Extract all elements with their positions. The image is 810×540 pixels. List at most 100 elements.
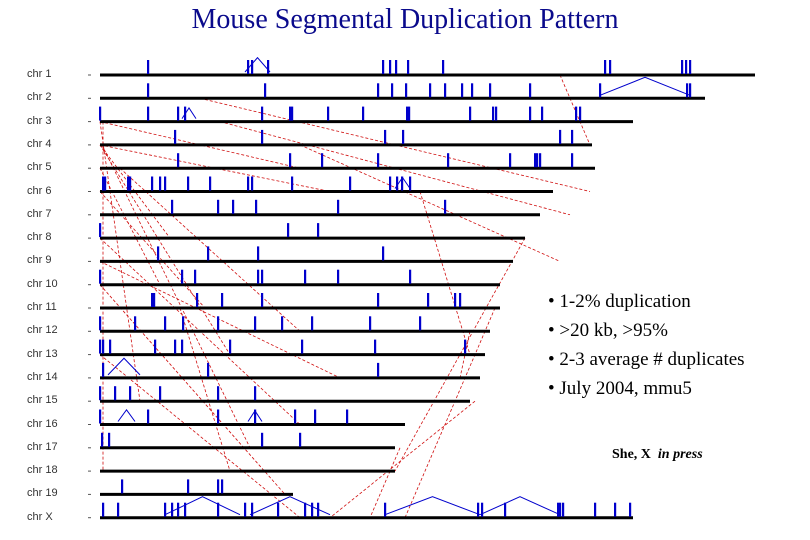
duplication-mark: [464, 339, 467, 354]
duplication-mark: [209, 176, 212, 191]
duplication-link: [299, 144, 561, 262]
duplication-mark: [99, 269, 102, 284]
duplication-mark: [444, 199, 447, 214]
duplication-mark: [108, 432, 111, 447]
duplication-mark: [395, 60, 398, 74]
duplication-mark: [177, 106, 180, 121]
duplication-mark: [159, 386, 162, 401]
duplication-mark: [217, 479, 220, 494]
duplication-mark: [99, 106, 102, 121]
duplication-mark: [221, 293, 224, 307]
duplication-mark: [261, 129, 264, 144]
duplication-mark: [102, 502, 105, 517]
intrachromosomal-arc: [181, 107, 197, 119]
duplication-mark: [689, 83, 692, 98]
duplication-mark: [461, 83, 464, 98]
duplication-mark: [349, 176, 352, 191]
duplication-mark: [164, 502, 167, 517]
duplication-mark: [289, 153, 292, 168]
duplication-mark: [217, 502, 220, 517]
duplication-mark: [177, 153, 180, 168]
duplication-mark: [164, 316, 167, 331]
intrachromosomal-arc: [107, 357, 141, 376]
duplication-mark: [382, 246, 385, 261]
duplication-mark: [391, 83, 394, 98]
duplication-link: [459, 331, 471, 378]
chromosome-label: chr 14: [27, 370, 58, 383]
duplication-mark: [384, 502, 387, 517]
duplication-mark: [304, 502, 307, 517]
duplication-mark: [406, 106, 409, 121]
duplication-mark: [99, 223, 102, 238]
duplication-mark: [102, 362, 105, 377]
bullet-duplication-rate: • 1-2% duplication: [548, 291, 691, 312]
duplication-mark: [377, 83, 380, 98]
duplication-mark: [254, 316, 257, 331]
duplication-mark: [207, 362, 210, 377]
duplication-mark: [232, 199, 235, 214]
duplication-mark: [454, 293, 457, 307]
duplication-mark: [147, 60, 150, 74]
duplication-mark: [181, 269, 184, 284]
chromosome-label: chr 1: [27, 68, 52, 80]
duplication-mark: [254, 409, 257, 424]
duplication-mark: [614, 502, 617, 517]
duplication-mark: [681, 60, 684, 74]
duplication-mark: [182, 316, 185, 331]
intrachromosomal-arc: [247, 409, 263, 422]
duplication-mark: [609, 60, 612, 74]
duplication-mark: [129, 386, 132, 401]
duplication-mark: [685, 60, 688, 74]
duplication-mark: [495, 106, 498, 121]
duplication-mark: [294, 409, 297, 424]
duplication-mark: [159, 176, 162, 191]
duplication-mark: [409, 176, 412, 191]
duplication-mark: [291, 106, 294, 121]
chromosome-label: chr 8: [27, 231, 52, 244]
duplication-mark: [244, 502, 247, 517]
chromosome-label: chr 16: [27, 417, 58, 430]
duplication-link: [99, 144, 171, 239]
duplication-mark: [257, 269, 260, 284]
duplication-mark: [281, 316, 284, 331]
duplication-mark: [129, 176, 132, 191]
duplication-mark: [187, 176, 190, 191]
duplication-mark: [314, 409, 317, 424]
duplication-link: [369, 447, 401, 518]
bullet-list: • 1-2% duplication • >20 kb, >95% • 2-3 …: [548, 287, 745, 403]
duplication-mark: [207, 246, 210, 261]
duplication-mark: [389, 60, 392, 74]
duplication-mark: [229, 339, 232, 354]
duplication-mark: [377, 153, 380, 168]
duplication-mark: [689, 60, 692, 74]
intrachromosomal-arc: [599, 76, 691, 96]
duplication-mark: [557, 502, 560, 517]
intrachromosomal-arc: [249, 496, 331, 516]
intrachromosomal-arc: [164, 496, 241, 516]
duplication-mark: [153, 293, 156, 307]
duplication-link: [99, 354, 301, 519]
duplication-link: [99, 144, 231, 355]
chromosome-label: chr 19: [27, 487, 58, 500]
duplication-mark: [217, 409, 220, 424]
duplication-mark: [529, 106, 532, 121]
duplication-mark: [384, 129, 387, 144]
intrachromosomal-arc: [244, 56, 271, 73]
duplication-mark: [287, 223, 290, 238]
duplication-mark: [164, 176, 167, 191]
duplication-mark: [255, 199, 258, 214]
duplication-link: [404, 307, 496, 518]
duplication-mark: [444, 83, 447, 98]
duplication-link: [99, 261, 341, 379]
duplication-mark: [102, 339, 105, 354]
intrachromosomal-arc: [117, 408, 136, 422]
duplication-link: [419, 191, 471, 355]
duplication-mark: [509, 153, 512, 168]
duplication-mark: [277, 502, 280, 517]
duplication-mark: [127, 176, 130, 191]
duplication-mark: [109, 339, 112, 354]
duplication-mark: [419, 316, 422, 331]
duplication-mark: [362, 106, 365, 121]
citation-status: in press: [657, 447, 703, 462]
duplication-mark: [562, 502, 565, 517]
